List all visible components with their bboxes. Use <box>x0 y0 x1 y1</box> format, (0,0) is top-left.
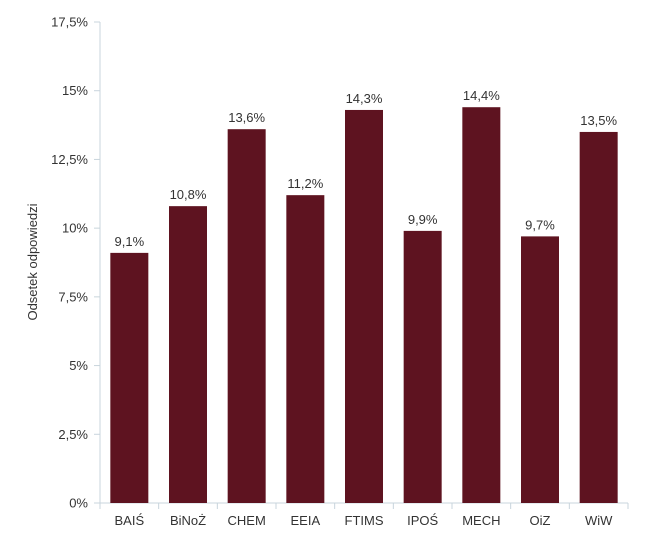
y-tick-label: 5% <box>69 358 88 373</box>
bar <box>227 129 266 504</box>
y-tick-label: 10% <box>62 221 88 236</box>
bars <box>110 107 618 504</box>
data-labels: 9,1% 10,8% 13,6% 11,2% 14,3% 9,9% 14,4% 9,7% 13,… <box>115 88 618 249</box>
y-tick-label: 0% <box>69 496 88 511</box>
x-tick-label: CHEM <box>228 513 266 528</box>
x-tick-label: BiNoŻ <box>170 513 206 528</box>
x-tick-label: MECH <box>462 513 500 528</box>
x-tick-label: FTIMS <box>345 513 384 528</box>
y-axis-title: Odsetek odpowiedzi <box>25 203 40 320</box>
data-label: 10,8% <box>170 187 207 202</box>
data-label: 9,1% <box>115 234 145 249</box>
y-axis-ticks: 0% 2,5% 5% 7,5% 10% 12,5% 15% 17,5% <box>51 15 100 511</box>
bar <box>462 107 501 503</box>
bar <box>521 236 559 504</box>
bar <box>110 252 149 503</box>
x-tick-label: IPOŚ <box>407 513 438 528</box>
y-tick-label: 12,5% <box>51 152 88 167</box>
bar <box>579 131 618 503</box>
data-label: 14,3% <box>346 91 383 106</box>
data-label: 11,2% <box>287 176 323 191</box>
y-tick-label: 2,5% <box>58 427 88 442</box>
data-label: 14,4% <box>463 88 500 103</box>
data-label: 13,6% <box>228 110 265 125</box>
x-tick-label: WiW <box>585 513 613 528</box>
y-tick-label: 7,5% <box>58 289 88 304</box>
x-tick-label: BAIŚ <box>115 513 145 528</box>
data-label: 9,9% <box>408 212 438 227</box>
x-tick-label: EEIA <box>291 513 321 528</box>
y-tick-label: 15% <box>62 83 88 98</box>
bar <box>286 195 325 503</box>
x-axis-labels: BAIŚ BiNoŻ CHEM EEIA FTIMS IPOŚ MECH OiZ WiW <box>115 513 614 528</box>
y-tick-label: 17,5% <box>51 15 88 30</box>
bar <box>345 109 383 503</box>
bar <box>169 206 207 503</box>
data-label: 9,7% <box>525 217 555 232</box>
bar <box>403 230 442 504</box>
data-label: 13,5% <box>580 113 617 128</box>
x-tick-label: OiZ <box>530 513 551 528</box>
